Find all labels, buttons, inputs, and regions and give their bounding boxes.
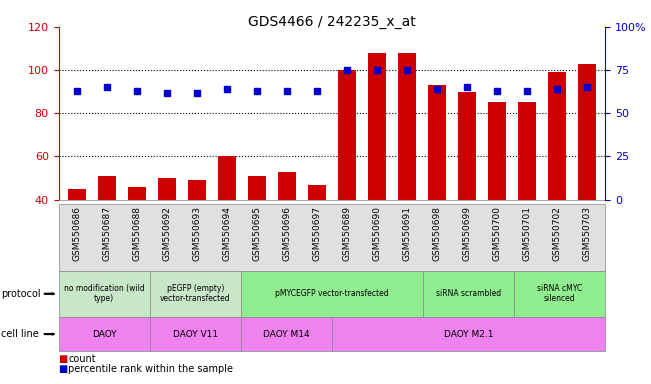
Bar	[548, 72, 566, 286]
Text: ■: ■	[59, 364, 68, 374]
Bar	[187, 180, 206, 286]
Text: siRNA cMYC
silenced: siRNA cMYC silenced	[537, 284, 583, 303]
Bar	[338, 70, 356, 286]
Bar	[458, 92, 477, 286]
Text: DAOY M14: DAOY M14	[263, 329, 310, 339]
Text: percentile rank within the sample: percentile rank within the sample	[68, 364, 233, 374]
Bar	[158, 178, 176, 286]
Text: pMYCEGFP vector-transfected: pMYCEGFP vector-transfected	[275, 289, 389, 298]
Bar	[578, 64, 596, 286]
Text: siRNA scrambled: siRNA scrambled	[436, 289, 501, 298]
Bar	[398, 53, 416, 286]
Text: DAOY V11: DAOY V11	[173, 329, 218, 339]
Text: cell line: cell line	[1, 329, 39, 339]
Text: ■: ■	[59, 354, 68, 364]
Bar	[488, 103, 506, 286]
Text: no modification (wild
type): no modification (wild type)	[64, 284, 145, 303]
Text: count: count	[68, 354, 96, 364]
Bar	[248, 176, 266, 286]
Bar	[428, 85, 446, 286]
Bar	[68, 189, 86, 286]
Text: GDS4466 / 242235_x_at: GDS4466 / 242235_x_at	[248, 15, 416, 29]
Bar	[368, 53, 386, 286]
Text: DAOY M2.1: DAOY M2.1	[444, 329, 493, 339]
Bar	[98, 176, 116, 286]
Bar	[128, 187, 146, 286]
Bar	[218, 157, 236, 286]
Bar	[278, 172, 296, 286]
Bar	[518, 103, 536, 286]
Text: DAOY: DAOY	[92, 329, 117, 339]
Text: protocol: protocol	[1, 289, 41, 299]
Bar	[308, 185, 326, 286]
Text: pEGFP (empty)
vector-transfected: pEGFP (empty) vector-transfected	[160, 284, 230, 303]
